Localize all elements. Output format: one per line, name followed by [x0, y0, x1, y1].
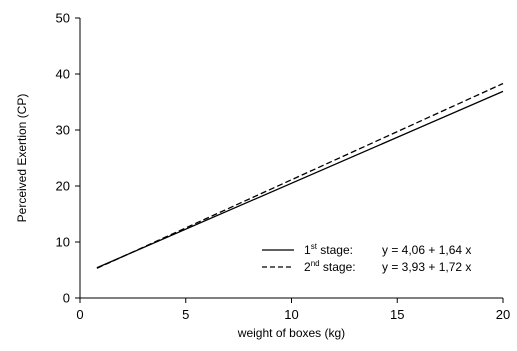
legend-label-first-stage: 1st stage:	[304, 242, 353, 257]
legend: 1st stage: y = 4,06 + 1,64 x 2nd stage: …	[262, 242, 471, 274]
x-tick-label: 5	[182, 307, 189, 322]
legend-equation-first-stage: y = 4,06 + 1,64 x	[382, 243, 471, 257]
y-tick-label: 30	[56, 123, 70, 138]
y-axis-title: Perceived Exertion (CP)	[15, 94, 29, 223]
legend-stage-number: 2	[304, 260, 311, 274]
y-tick-label: 20	[56, 179, 70, 194]
series-line-first-stage	[96, 90, 504, 269]
y-tick-label: 50	[56, 11, 70, 26]
x-axis-title: weight of boxes (kg)	[237, 326, 345, 340]
series-lines	[96, 82, 504, 269]
x-tick-label: 20	[496, 307, 510, 322]
y-ticks: 0 10 20 30 40 50	[56, 11, 80, 306]
x-ticks: 0 5 10 15 20	[76, 298, 510, 322]
y-tick-label: 10	[56, 235, 70, 250]
legend-label-second-stage: 2nd stage:	[304, 259, 356, 274]
series-line-second-stage	[96, 82, 504, 269]
legend-stage-text: stage:	[320, 260, 356, 274]
x-tick-label: 0	[76, 307, 83, 322]
legend-stage-superscript: st	[311, 242, 318, 251]
legend-stage-superscript: nd	[311, 259, 320, 268]
y-tick-label: 40	[56, 67, 70, 82]
legend-stage-number: 1	[304, 243, 311, 257]
legend-equation-second-stage: y = 3,93 + 1,72 x	[382, 260, 471, 274]
legend-stage-text: stage:	[317, 243, 353, 257]
y-tick-label: 0	[63, 291, 70, 306]
x-tick-label: 15	[390, 307, 404, 322]
x-tick-label: 10	[284, 307, 298, 322]
